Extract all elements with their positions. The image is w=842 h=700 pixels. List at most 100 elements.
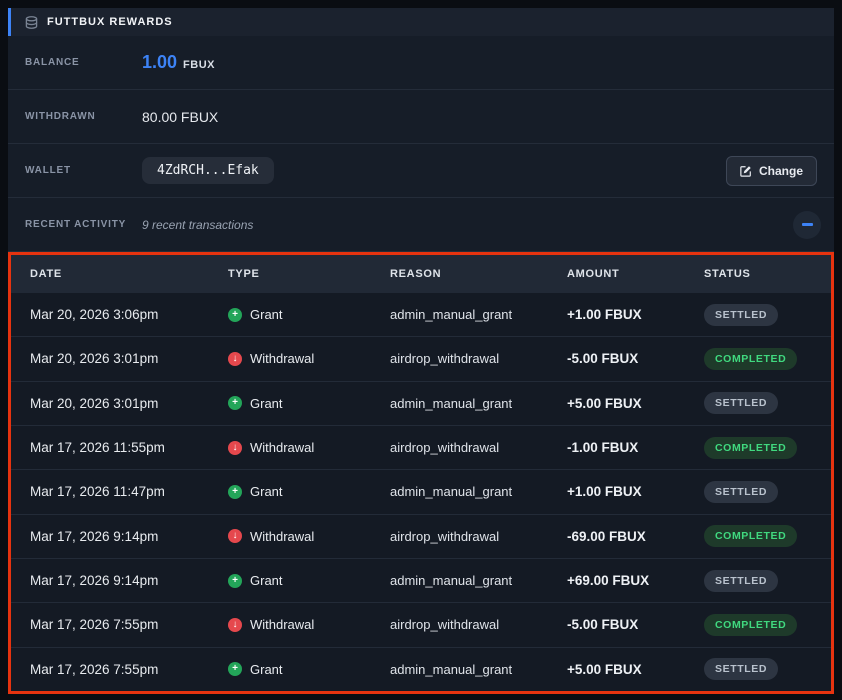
recent-activity-section: RECENT ACTIVITY 9 recent transactions xyxy=(8,198,834,252)
transaction-date: Mar 20, 2026 3:01pm xyxy=(30,396,228,411)
transaction-reason: admin_manual_grant xyxy=(390,307,567,322)
transaction-reason: admin_manual_grant xyxy=(390,573,567,588)
transaction-status: SETTLED xyxy=(704,658,831,680)
transaction-type: ↓ Withdrawal xyxy=(228,351,390,366)
transaction-type-label: Withdrawal xyxy=(250,440,314,455)
status-badge: COMPLETED xyxy=(704,437,797,459)
status-badge: COMPLETED xyxy=(704,525,797,547)
transaction-amount: +69.00 FBUX xyxy=(567,573,704,588)
transaction-date: Mar 20, 2026 3:01pm xyxy=(30,351,228,366)
withdrawn-value: 80.00 FBUX xyxy=(142,109,218,125)
status-badge: SETTLED xyxy=(704,658,778,680)
withdrawn-section: WITHDRAWN 80.00 FBUX xyxy=(8,90,834,144)
column-header-amount: AMOUNT xyxy=(567,268,704,280)
grant-plus-icon: + xyxy=(228,396,242,410)
transaction-date: Mar 17, 2026 7:55pm xyxy=(30,617,228,632)
table-row[interactable]: Mar 17, 2026 7:55pm + Grant admin_manual… xyxy=(11,648,831,691)
status-badge: COMPLETED xyxy=(704,614,797,636)
withdrawal-arrow-icon: ↓ xyxy=(228,618,242,632)
transaction-amount: +1.00 FBUX xyxy=(567,307,704,322)
transaction-date: Mar 17, 2026 9:14pm xyxy=(30,529,228,544)
transaction-status: SETTLED xyxy=(704,304,831,326)
transaction-type: ↓ Withdrawal xyxy=(228,617,390,632)
transaction-status: COMPLETED xyxy=(704,525,831,547)
edit-icon xyxy=(740,165,752,177)
withdrawal-arrow-icon: ↓ xyxy=(228,441,242,455)
table-row[interactable]: Mar 17, 2026 7:55pm ↓ Withdrawal airdrop… xyxy=(11,603,831,647)
transaction-amount: +1.00 FBUX xyxy=(567,484,704,499)
column-header-type: TYPE xyxy=(228,268,390,280)
wallet-section: WALLET 4ZdRCH...Efak Change xyxy=(8,144,834,198)
transaction-type: + Grant xyxy=(228,307,390,322)
panel-header: FUTTBUX REWARDS xyxy=(8,8,834,36)
table-row[interactable]: Mar 17, 2026 9:14pm ↓ Withdrawal airdrop… xyxy=(11,515,831,559)
status-badge: SETTLED xyxy=(704,304,778,326)
rewards-panel: FUTTBUX REWARDS BALANCE 1.00 FBUX WITHDRA… xyxy=(8,8,834,694)
withdrawal-arrow-icon: ↓ xyxy=(228,529,242,543)
column-header-date: DATE xyxy=(30,268,228,280)
grant-plus-icon: + xyxy=(228,485,242,499)
transaction-status: SETTLED xyxy=(704,570,831,592)
table-body: Mar 20, 2026 3:06pm + Grant admin_manual… xyxy=(11,293,831,691)
grant-plus-icon: + xyxy=(228,308,242,322)
table-row[interactable]: Mar 20, 2026 3:01pm ↓ Withdrawal airdrop… xyxy=(11,337,831,381)
status-badge: COMPLETED xyxy=(704,348,797,370)
transaction-type-label: Withdrawal xyxy=(250,351,314,366)
balance-section: BALANCE 1.00 FBUX xyxy=(8,36,834,90)
transaction-date: Mar 17, 2026 7:55pm xyxy=(30,662,228,677)
transaction-type-label: Withdrawal xyxy=(250,617,314,632)
transaction-date: Mar 17, 2026 9:14pm xyxy=(30,573,228,588)
collapse-activity-button[interactable] xyxy=(793,211,821,239)
status-badge: SETTLED xyxy=(704,481,778,503)
wallet-label: WALLET xyxy=(25,165,142,176)
status-badge: SETTLED xyxy=(704,570,778,592)
transactions-table: DATE TYPE REASON AMOUNT STATUS Mar 20, 2… xyxy=(8,252,834,694)
grant-plus-icon: + xyxy=(228,574,242,588)
column-header-reason: REASON xyxy=(390,268,567,280)
minus-icon xyxy=(802,223,813,226)
transaction-type: + Grant xyxy=(228,484,390,499)
balance-value: 1.00 xyxy=(142,52,177,72)
transaction-amount: -69.00 FBUX xyxy=(567,529,704,544)
transaction-type: + Grant xyxy=(228,573,390,588)
withdrawn-label: WITHDRAWN xyxy=(25,111,142,122)
transaction-reason: admin_manual_grant xyxy=(390,662,567,677)
panel-title: FUTTBUX REWARDS xyxy=(47,16,173,28)
transaction-status: COMPLETED xyxy=(704,348,831,370)
balance-unit: FBUX xyxy=(183,59,215,71)
table-row[interactable]: Mar 17, 2026 9:14pm + Grant admin_manual… xyxy=(11,559,831,603)
transaction-type-label: Grant xyxy=(250,662,283,677)
transaction-date: Mar 17, 2026 11:55pm xyxy=(30,440,228,455)
transaction-type-label: Withdrawal xyxy=(250,529,314,544)
transaction-reason: airdrop_withdrawal xyxy=(390,351,567,366)
coins-icon xyxy=(25,16,38,29)
transaction-amount: +5.00 FBUX xyxy=(567,396,704,411)
transaction-amount: -5.00 FBUX xyxy=(567,351,704,366)
table-row[interactable]: Mar 20, 2026 3:01pm + Grant admin_manual… xyxy=(11,382,831,426)
transaction-reason: airdrop_withdrawal xyxy=(390,617,567,632)
transaction-type: + Grant xyxy=(228,396,390,411)
transaction-type: ↓ Withdrawal xyxy=(228,529,390,544)
transaction-date: Mar 20, 2026 3:06pm xyxy=(30,307,228,322)
transaction-type: ↓ Withdrawal xyxy=(228,440,390,455)
change-wallet-button[interactable]: Change xyxy=(726,156,817,186)
transaction-type-label: Grant xyxy=(250,396,283,411)
transaction-type-label: Grant xyxy=(250,307,283,322)
transaction-amount: -5.00 FBUX xyxy=(567,617,704,632)
balance-label: BALANCE xyxy=(25,57,142,68)
table-row[interactable]: Mar 20, 2026 3:06pm + Grant admin_manual… xyxy=(11,293,831,337)
column-header-status: STATUS xyxy=(704,268,831,280)
transaction-reason: airdrop_withdrawal xyxy=(390,440,567,455)
transaction-type-label: Grant xyxy=(250,484,283,499)
transaction-status: SETTLED xyxy=(704,481,831,503)
wallet-address[interactable]: 4ZdRCH...Efak xyxy=(142,157,274,184)
transaction-date: Mar 17, 2026 11:47pm xyxy=(30,484,228,499)
transaction-type: + Grant xyxy=(228,662,390,677)
status-badge: SETTLED xyxy=(704,392,778,414)
change-button-label: Change xyxy=(759,164,803,178)
recent-activity-label: RECENT ACTIVITY xyxy=(25,219,142,230)
balance-value-group: 1.00 FBUX xyxy=(142,52,215,73)
transaction-status: COMPLETED xyxy=(704,437,831,459)
table-row[interactable]: Mar 17, 2026 11:47pm + Grant admin_manua… xyxy=(11,470,831,514)
table-row[interactable]: Mar 17, 2026 11:55pm ↓ Withdrawal airdro… xyxy=(11,426,831,470)
